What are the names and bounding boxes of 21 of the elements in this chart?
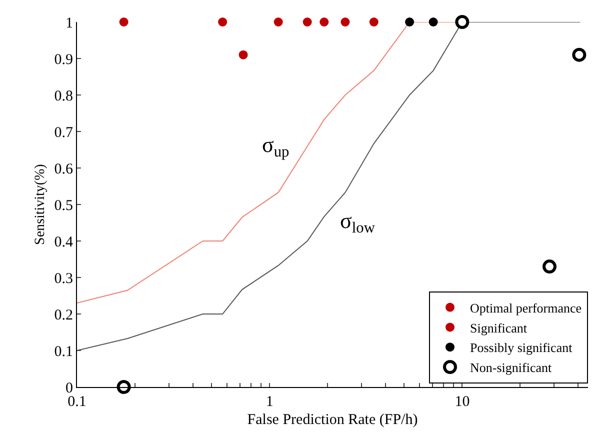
legend-label: Significant — [470, 320, 528, 336]
legend-label: Possibly significant — [470, 340, 573, 356]
y-tick-label: 0.9 — [54, 52, 73, 68]
annotation: σ$_{low}$ — [340, 208, 376, 237]
x-axis-title: False Prediction Rate (FP/h) — [247, 412, 418, 428]
y-tick-label: 1 — [66, 15, 73, 32]
x-tick-label: 1 — [266, 394, 274, 410]
y-tick-label: 0.1 — [54, 344, 73, 360]
y-tick-label: 0.7 — [54, 124, 74, 141]
y-axis-title: Sensitivity(%) — [32, 164, 48, 245]
annotation: σ$_{up}$ — [262, 132, 290, 161]
y-tick-label: 0 — [66, 380, 73, 396]
legend-label: Optimal performance — [470, 300, 582, 316]
y-tick-label: 0.2 — [54, 307, 73, 324]
y-tick-label: 0.4 — [54, 234, 74, 250]
y-tick-label: 0.5 — [54, 198, 73, 214]
x-tick-label: 10 — [454, 394, 470, 410]
y-tick-label: 0.6 — [54, 161, 74, 178]
y-tick-label: 0.8 — [54, 88, 73, 104]
legend-label: Non-significant — [470, 360, 552, 376]
y-tick-label: 0.3 — [54, 270, 73, 287]
